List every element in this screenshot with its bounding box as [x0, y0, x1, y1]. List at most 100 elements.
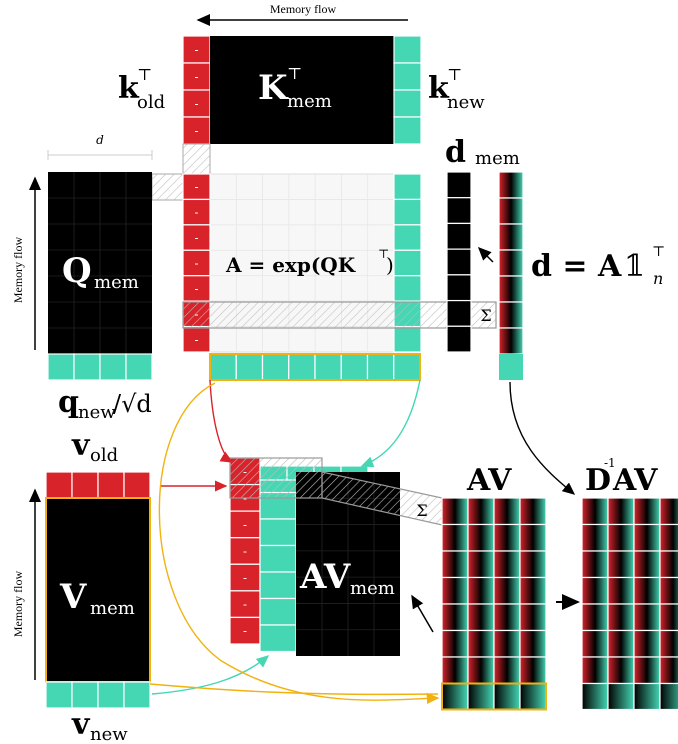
q-new-cell: [47, 353, 75, 381]
v-new-cell: [97, 681, 125, 709]
d-column-cells: [498, 171, 524, 355]
d-mem-cell: [446, 274, 472, 302]
svg-text:-1: -1: [604, 456, 616, 470]
av-cell: [519, 550, 547, 579]
k-new-cell: [393, 89, 422, 118]
av-cell: [467, 550, 495, 579]
av-cell: [519, 523, 547, 552]
v-old-row: [45, 471, 151, 499]
svg-text:new: new: [90, 724, 128, 744]
k-new-column: [393, 35, 422, 145]
av-teal-cell: [259, 544, 297, 573]
label-d-mem: d mem: [445, 135, 520, 170]
v-new-cell: [45, 681, 73, 709]
d-column-cell: [498, 301, 524, 329]
k-new-cell: [393, 116, 422, 145]
label-a-equation: A = exp(QK ⊤ ): [225, 247, 394, 277]
d-column-cell: [498, 197, 524, 225]
av-new-cell: [493, 682, 521, 711]
d-inv-av-cell: [633, 523, 661, 552]
av-cell: [467, 629, 495, 658]
av-new-row-outline: [441, 682, 547, 711]
svg-text:/√d: /√d: [113, 390, 152, 418]
a-old-cell: [182, 224, 211, 251]
av-teal-cell: [259, 624, 297, 653]
minus-glyph: -: [243, 517, 247, 531]
d-inv-av-cell: [607, 523, 635, 552]
a-new-row: [209, 353, 421, 381]
d-column-cell: [498, 171, 524, 199]
svg-text:new: new: [78, 402, 116, 423]
label-v-old: v old: [71, 428, 118, 466]
q-mem-grid: [48, 172, 152, 354]
sigma-bottom: Σ: [416, 501, 427, 520]
k-old-hatch: [182, 143, 211, 175]
sum-row-highlight: [182, 301, 497, 329]
svg-text:v: v: [71, 707, 91, 742]
d-column-cell: [498, 249, 524, 277]
d-inv-av-cell: [607, 603, 635, 632]
av-cell: [467, 523, 495, 552]
minus-glyph: -: [195, 180, 199, 194]
minus-glyph: -: [195, 205, 199, 219]
av-cell: [467, 497, 495, 526]
v-new-cell: [123, 681, 151, 709]
d-inv-av-cell: [607, 576, 635, 605]
a-new-cell: [393, 173, 422, 201]
a-new-row-cell: [261, 353, 290, 381]
av-red-cell: [229, 590, 261, 619]
label-av: AV: [466, 463, 512, 498]
q-new-row: [47, 353, 153, 381]
minus-glyph: -: [195, 97, 199, 111]
d-dimension-marker: d: [47, 133, 153, 160]
av-cell: [467, 576, 495, 605]
svg-text:mem: mem: [94, 272, 139, 293]
svg-text:new: new: [447, 92, 485, 113]
a-old-cell: [182, 325, 211, 353]
d-inv-av-cell: [581, 629, 609, 658]
a-new-cell: [393, 325, 422, 353]
memory-flow-arrow-top: Memory flow: [196, 2, 408, 26]
d-inv-av-cell: [633, 656, 661, 685]
av-cell: [441, 497, 469, 526]
av-cell: [441, 629, 469, 658]
minus-glyph: -: [195, 256, 199, 270]
a-new-cell: [393, 224, 422, 251]
svg-text:𝟙: 𝟙: [624, 249, 645, 284]
av-new-cell: [519, 682, 547, 711]
svg-text:v: v: [71, 428, 91, 463]
svg-text:mem: mem: [350, 578, 395, 599]
a-new-row-cell: [235, 353, 264, 381]
a-new-row-cell: [288, 353, 316, 381]
a-new-row-cell: [393, 353, 421, 381]
svg-text:AV: AV: [612, 463, 658, 498]
label-q-new: q new /√d: [58, 385, 152, 423]
svg-text:⊤: ⊤: [287, 64, 302, 83]
d-inv-av-new-cell: [659, 682, 678, 711]
a-new-row-cell: [366, 353, 395, 381]
d-inv-av-new-cell: [581, 682, 609, 711]
d-mem-cell: [446, 248, 472, 276]
memory-flow-arrow-left-bottom: Memory flow: [11, 488, 41, 680]
minus-glyph: -: [243, 544, 247, 558]
d-label: d: [96, 133, 104, 147]
a-new-cell: [393, 275, 422, 302]
v-old-cell: [45, 471, 73, 499]
arrow-black-av: [411, 594, 434, 633]
d-inv-av-cell: [607, 656, 635, 685]
a-new-row-cell: [209, 353, 237, 381]
svg-text:V: V: [59, 577, 87, 617]
d-arrow: [477, 246, 494, 263]
d-column-cell: [498, 327, 524, 355]
svg-text:k: k: [428, 71, 450, 106]
av-teal-cell: [259, 518, 297, 547]
d-inv-av-cell: [659, 629, 678, 658]
label-av-mem: AV mem: [299, 557, 395, 599]
svg-text:AV: AV: [299, 557, 351, 597]
arrow-yellow-short: [149, 683, 439, 696]
d-inv-av-cell: [581, 550, 609, 579]
av-cell: [467, 656, 495, 685]
minus-glyph: -: [195, 70, 199, 84]
d-mem-cell: [446, 197, 472, 225]
